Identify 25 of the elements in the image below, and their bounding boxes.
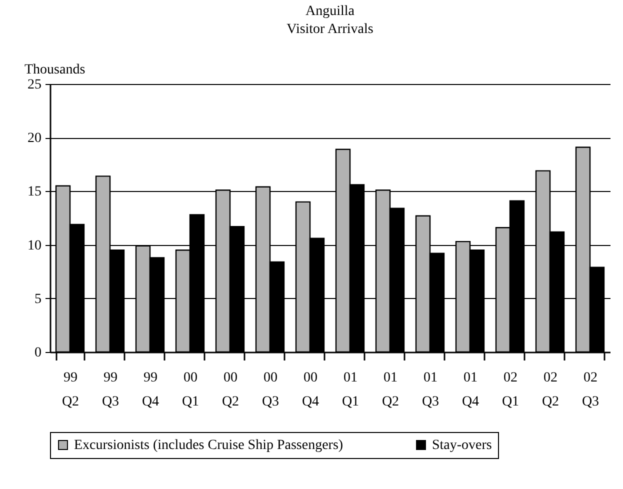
x-tick-label: 00 Q1 [182,370,200,410]
x-tick-label: 01 Q2 [382,370,400,410]
x-tick-label: 01 Q1 [342,370,360,410]
y-tick-label: 15 [28,184,42,200]
x-tick-label: 02 Q2 [542,370,560,410]
y-tick-label: 5 [34,292,42,307]
y-axis-title: Thousands [24,62,86,78]
x-tick-label: 01 Q3 [422,370,440,410]
x-tick-label: 99 Q4 [142,370,160,410]
y-tick-label: 10 [28,238,42,254]
y-tick-label: 20 [28,131,42,146]
x-tick-label: 02 Q3 [582,370,600,410]
legend-label: Stay-overs [432,438,492,453]
x-tick-label: 00 Q2 [222,370,240,410]
x-tick-label: 01 Q4 [462,370,480,410]
x-tick-label: 00 Q4 [302,370,320,410]
chart-subtitle: Visitor Arrivals [286,22,374,37]
x-tick-label: 00 Q3 [262,370,280,410]
chart-title: Anguilla [306,4,356,19]
y-tick-label: 0 [34,346,42,360]
x-tick-label: 99 Q3 [102,370,120,410]
x-tick-label: 02 Q1 [502,370,520,410]
y-tick-label: 25 [28,78,42,92]
legend-label: Excursionists (includes Cruise Ship Passengers) [74,438,344,453]
x-tick-label: 99 Q2 [62,370,80,410]
